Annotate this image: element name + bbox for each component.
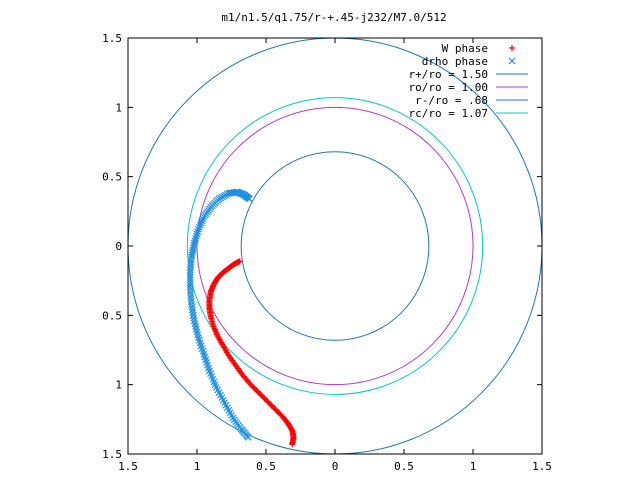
point-0-17-4 [261,395,268,402]
point-0-17-3 [260,394,267,401]
x-tick-label-6: 1.5 [532,460,552,473]
point-0-16-5 [254,388,261,395]
x-tick-label-1: 1 [194,460,201,473]
point-1-6 [200,213,208,221]
y-tick-label-4: 0.5 [102,309,122,322]
legend-label-4: r-/ro = .68 [415,94,488,107]
legend-label-2: r+/ro = 1.50 [409,68,488,81]
point-1-10-3 [186,276,194,284]
x-tick-label-2: 0.5 [256,460,276,473]
point-1-11-1 [186,286,194,294]
point-0-24 [289,441,296,448]
x-tick-label-5: 1 [470,460,477,473]
point-1-11 [186,284,194,292]
point-1-7-4 [192,235,200,243]
point-0-18-1 [265,399,272,406]
x-tick-label-4: 0.5 [394,460,414,473]
y-tick-label-1: 1 [115,101,122,114]
point-1-7-1 [194,228,202,236]
axis-ticks: 1.5 1 0.5 0 0.5 1 1.51.510.500.511.5 [102,32,552,473]
point-0-18-3 [268,402,275,409]
x-tick-label-3: 0 [332,460,339,473]
point-0-16 [247,381,254,388]
y-tick-label-2: 0.5 [102,171,122,184]
y-tick-label-5: 1 [115,379,122,392]
legend-marker-0 [509,45,515,51]
point-1-10-2 [186,274,194,281]
point-1-10-5 [186,281,194,289]
point-1-7-3 [192,232,200,240]
point-1-6-1 [199,215,207,223]
point-1-6-5 [195,223,203,231]
x-tick-label-0: 1.5 [118,460,138,473]
y-tick-label-6: 1.5 [102,448,122,461]
point-1-9-5 [186,266,194,274]
legend-label-3: ro/ro = 1.00 [409,81,488,94]
legend-label-0: W phase [442,42,488,55]
point-0-17-2 [258,392,265,399]
point-1-10-4 [186,279,194,286]
point-0-16-2 [250,384,257,391]
point-0-17 [256,389,263,396]
point-0-16-1 [249,383,256,390]
point-0-17-1 [257,391,264,398]
point-1-6-2 [198,217,206,225]
point-1-10-1 [186,271,194,279]
point-1-11-2 [187,289,194,297]
point-0-16-4 [253,387,260,394]
point-0-18 [264,398,271,405]
point-1-11-3 [187,292,195,300]
point-1-6-3 [197,219,205,227]
data-points [186,188,297,448]
chart-title: m1/n1.5/q1.75/r-+.45-j232/M7.0/512 [221,11,446,24]
point-0-16-3 [251,385,258,392]
circle-2 [240,151,430,341]
circle-1 [196,106,474,386]
legend-label-1: drho phase [422,55,488,68]
legend-label-5: rc/ro = 1.07 [409,107,488,120]
circle-3 [186,97,484,395]
y-tick-label-0: 1.5 [102,32,122,45]
y-tick-label-3: 0 [115,240,122,253]
point-1-7 [194,225,202,233]
point-1-21 [244,433,252,441]
point-1-10 [186,268,194,276]
point-0-18-2 [267,401,274,408]
point-1-7-2 [193,230,201,238]
point-0-17-5 [263,396,269,403]
point-1-11-5 [187,298,195,305]
point-1-11-4 [187,295,195,303]
point-0-18-4 [269,403,276,410]
point-1-6-4 [196,221,204,229]
legend-marker-1 [508,57,516,65]
